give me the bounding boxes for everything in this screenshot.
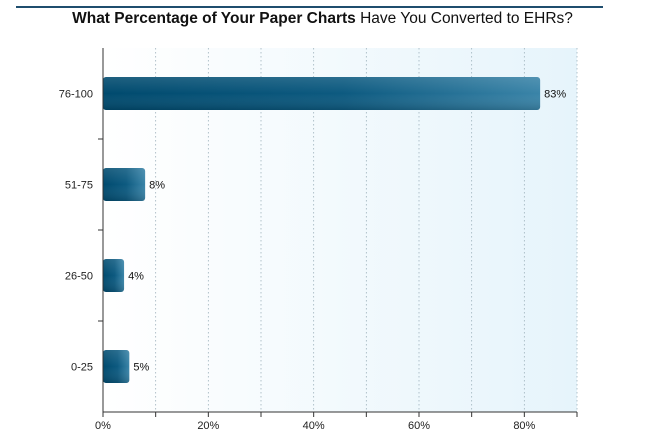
x-tick-label: 80%	[513, 420, 535, 432]
y-category-label: 51-75	[65, 180, 93, 192]
x-tick-label: 0%	[95, 420, 111, 432]
bar-shade	[103, 259, 125, 292]
title-rule	[16, 6, 603, 8]
y-category-label: 0-25	[71, 362, 93, 374]
bar-value-label: 8%	[149, 180, 165, 192]
y-category-label: 76-100	[59, 89, 93, 101]
bar-shade	[103, 168, 146, 201]
x-tick-label: 60%	[408, 420, 430, 432]
bar-value-label: 5%	[133, 362, 149, 374]
bar-value-label: 83%	[544, 89, 566, 101]
x-tick-label: 40%	[303, 420, 325, 432]
bar-value-label: 4%	[128, 271, 144, 283]
x-tick-label: 20%	[197, 420, 219, 432]
bar-shade	[103, 350, 130, 383]
chart-title-rest: Have You Converted to EHRs?	[355, 10, 573, 27]
y-category-label: 26-50	[65, 271, 93, 283]
bar-shade	[103, 77, 541, 110]
chart-title-bold: What Percentage of Your Paper Charts	[72, 10, 356, 27]
chart-title: What Percentage of Your Paper Charts Hav…	[0, 10, 645, 28]
